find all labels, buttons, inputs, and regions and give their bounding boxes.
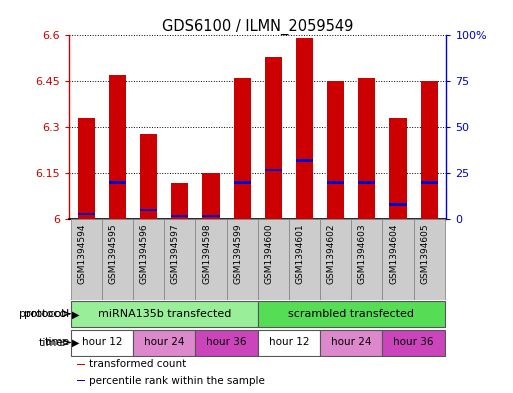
Text: transformed count: transformed count <box>89 359 186 369</box>
Bar <box>258 219 289 300</box>
Bar <box>320 330 382 356</box>
Bar <box>265 57 282 219</box>
Text: GSM1394605: GSM1394605 <box>420 224 429 284</box>
Text: time: time <box>39 338 64 348</box>
Bar <box>233 182 251 184</box>
Bar <box>351 219 382 300</box>
Bar <box>203 173 220 219</box>
Bar <box>203 215 220 217</box>
Bar <box>78 213 95 215</box>
Text: GSM1394598: GSM1394598 <box>202 224 211 284</box>
Bar <box>358 182 376 184</box>
Bar <box>102 219 133 300</box>
Text: GSM1394601: GSM1394601 <box>295 224 305 284</box>
Text: GSM1394599: GSM1394599 <box>233 224 242 284</box>
Bar <box>133 330 195 356</box>
Bar <box>71 330 133 356</box>
Bar <box>109 75 126 219</box>
Text: ▶: ▶ <box>72 309 80 319</box>
Bar <box>77 380 85 382</box>
Text: protocol: protocol <box>19 309 64 319</box>
Text: hour 36: hour 36 <box>393 338 434 347</box>
Bar <box>109 182 126 184</box>
Bar <box>389 204 407 206</box>
Bar <box>327 182 344 184</box>
Bar <box>389 118 407 219</box>
Text: miRNA135b transfected: miRNA135b transfected <box>97 309 231 319</box>
Bar <box>265 169 282 171</box>
Bar <box>140 209 157 211</box>
Bar <box>171 215 188 217</box>
Bar <box>71 219 102 300</box>
Bar <box>133 219 164 300</box>
Bar <box>421 182 438 184</box>
Bar <box>258 330 320 356</box>
Text: hour 12: hour 12 <box>82 338 122 347</box>
Bar <box>289 219 320 300</box>
Bar <box>258 301 445 327</box>
Title: GDS6100 / ILMN_2059549: GDS6100 / ILMN_2059549 <box>162 19 353 35</box>
Bar <box>296 39 313 219</box>
Text: GSM1394604: GSM1394604 <box>389 224 398 284</box>
Text: hour 12: hour 12 <box>269 338 309 347</box>
Text: GSM1394600: GSM1394600 <box>264 224 273 284</box>
Bar <box>77 364 85 365</box>
Bar <box>78 118 95 219</box>
Bar <box>171 183 188 219</box>
Text: scrambled transfected: scrambled transfected <box>288 309 415 319</box>
Bar <box>195 330 258 356</box>
Bar <box>233 78 251 219</box>
Text: protocol: protocol <box>24 309 70 319</box>
Bar <box>382 330 445 356</box>
Bar <box>71 301 258 327</box>
Text: GSM1394597: GSM1394597 <box>171 224 180 284</box>
Text: GSM1394602: GSM1394602 <box>327 224 336 284</box>
Bar <box>195 219 227 300</box>
Bar <box>320 219 351 300</box>
Text: hour 36: hour 36 <box>206 338 247 347</box>
Bar <box>296 159 313 162</box>
Text: GSM1394596: GSM1394596 <box>140 224 149 284</box>
Bar <box>164 219 195 300</box>
Bar <box>382 219 413 300</box>
Text: GSM1394595: GSM1394595 <box>109 224 117 284</box>
Bar <box>421 81 438 219</box>
Bar <box>140 134 157 219</box>
Bar <box>327 81 344 219</box>
Text: time: time <box>44 338 70 347</box>
Bar <box>413 219 445 300</box>
Bar <box>358 78 376 219</box>
Text: GSM1394603: GSM1394603 <box>358 224 367 284</box>
Text: hour 24: hour 24 <box>144 338 185 347</box>
Text: ▶: ▶ <box>72 338 80 348</box>
Text: GSM1394594: GSM1394594 <box>77 224 86 284</box>
Bar <box>227 219 258 300</box>
Text: hour 24: hour 24 <box>331 338 371 347</box>
Text: percentile rank within the sample: percentile rank within the sample <box>89 376 265 386</box>
